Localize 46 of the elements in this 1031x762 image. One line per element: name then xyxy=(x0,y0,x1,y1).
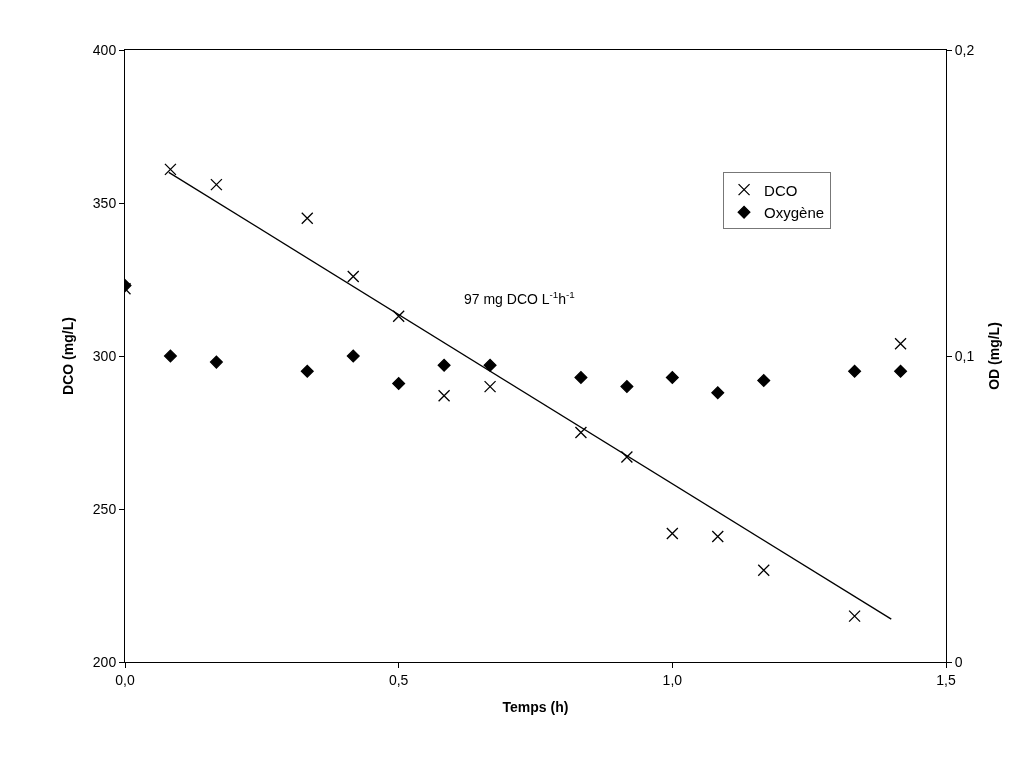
point xyxy=(620,380,634,394)
legend-label: Oxygène xyxy=(764,204,825,221)
point xyxy=(574,370,588,384)
point xyxy=(209,355,223,369)
y-tick-label: 400 xyxy=(92,41,117,58)
point xyxy=(210,178,223,191)
point xyxy=(437,358,451,372)
point xyxy=(346,349,360,363)
y2-tick-label: 0,1 xyxy=(954,347,975,364)
point xyxy=(894,337,907,350)
point xyxy=(848,364,862,378)
point xyxy=(711,530,724,543)
y-tick-label: 200 xyxy=(92,653,117,670)
y-tick-label: 350 xyxy=(92,194,117,211)
point xyxy=(620,450,634,464)
x-tick-label: 0,0 xyxy=(115,671,135,688)
point xyxy=(848,609,861,623)
point xyxy=(483,380,497,393)
point xyxy=(757,564,770,577)
x-tick-label: 1,5 xyxy=(936,671,956,688)
point xyxy=(757,373,771,387)
point xyxy=(301,212,314,225)
point xyxy=(894,364,908,378)
x-axis-title: Temps (h) xyxy=(502,699,569,716)
y-axis-title: DCO (mg/L) xyxy=(60,317,77,395)
x-tick-label: 1,0 xyxy=(662,671,683,688)
point xyxy=(665,370,679,384)
point xyxy=(164,163,177,176)
point xyxy=(392,377,406,391)
y-tick-label: 300 xyxy=(92,347,117,364)
y2-axis-title: OD (mg/L) xyxy=(985,322,1002,390)
annotation: 97 mg DCO L$^{-1}$h$^{-1}$ xyxy=(464,289,575,307)
point xyxy=(392,310,405,323)
x-tick-label: 0,5 xyxy=(388,671,409,688)
point xyxy=(666,527,679,540)
y-tick-label: 250 xyxy=(92,500,117,517)
y2-tick-label: 0,2 xyxy=(954,41,975,58)
point xyxy=(574,426,588,439)
point xyxy=(483,358,497,372)
point xyxy=(347,270,360,283)
legend-label: DCO xyxy=(764,181,798,199)
point xyxy=(437,389,451,402)
point xyxy=(711,386,725,400)
point xyxy=(300,364,314,378)
point xyxy=(163,349,177,363)
y2-tick-label: 0 xyxy=(954,653,963,670)
